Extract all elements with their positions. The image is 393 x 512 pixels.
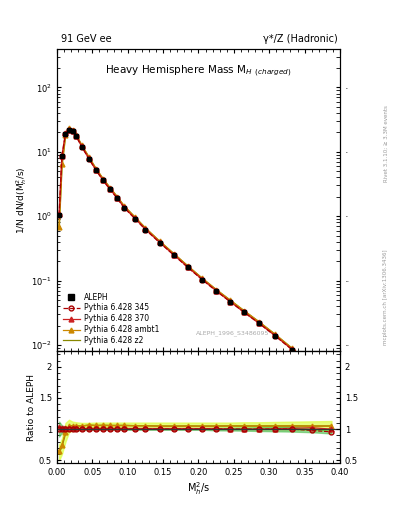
Text: Heavy Hemisphere Mass M$_H$ $_{(charged)}$: Heavy Hemisphere Mass M$_H$ $_{(charged)… bbox=[105, 64, 292, 79]
Y-axis label: Ratio to ALEPH: Ratio to ALEPH bbox=[27, 374, 36, 441]
X-axis label: M$_h^2$/s: M$_h^2$/s bbox=[187, 480, 210, 497]
Y-axis label: 1/N dN/d(M$_h^2$/s): 1/N dN/d(M$_h^2$/s) bbox=[14, 166, 29, 234]
Text: 91 GeV ee: 91 GeV ee bbox=[61, 33, 112, 44]
Text: ALEPH_1996_S3486095: ALEPH_1996_S3486095 bbox=[196, 330, 269, 336]
Legend: ALEPH, Pythia 6.428 345, Pythia 6.428 370, Pythia 6.428 ambt1, Pythia 6.428 z2: ALEPH, Pythia 6.428 345, Pythia 6.428 37… bbox=[61, 290, 162, 348]
Text: Rivet 3.1.10; ≥ 3.3M events: Rivet 3.1.10; ≥ 3.3M events bbox=[384, 105, 388, 182]
Text: mcplots.cern.ch [arXiv:1306.3436]: mcplots.cern.ch [arXiv:1306.3436] bbox=[384, 249, 388, 345]
Text: γ*/Z (Hadronic): γ*/Z (Hadronic) bbox=[263, 33, 338, 44]
